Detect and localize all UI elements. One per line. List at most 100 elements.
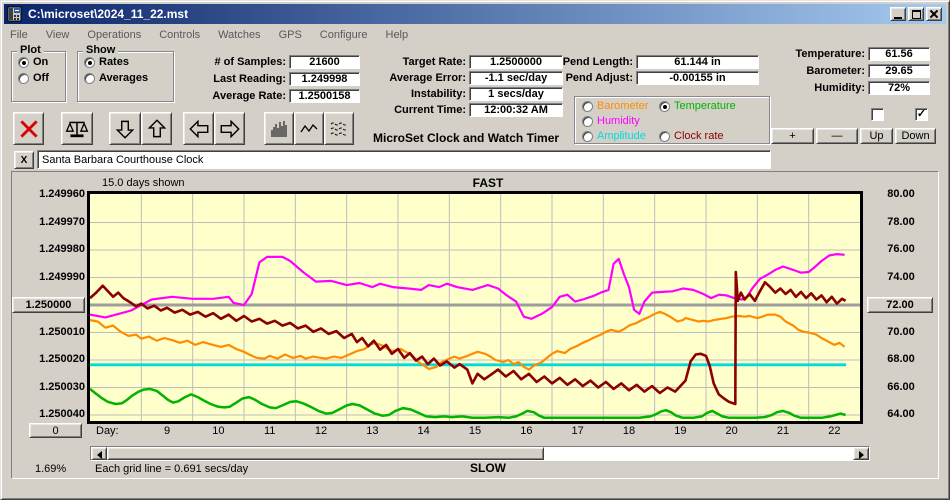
down-button[interactable]: Down [895, 128, 936, 144]
menu-gps[interactable]: GPS [278, 28, 302, 41]
scrollbar-thumb[interactable] [107, 447, 544, 460]
menu-operations[interactable]: Operations [87, 28, 142, 41]
left-axis-label: 1.249990 [39, 270, 85, 283]
plus-button[interactable]: + [771, 128, 814, 144]
menu-watches[interactable]: Watches [218, 28, 261, 41]
arrow-left-icon [188, 119, 208, 138]
chart-plot[interactable] [87, 191, 863, 424]
scrollbar-left-arrow[interactable] [91, 447, 107, 460]
radio-averages[interactable]: Averages [84, 72, 173, 84]
scroll-up-button[interactable] [141, 112, 172, 145]
plot-group-title: Plot [17, 44, 44, 56]
current-time-value: 12:00:32 AM [469, 103, 563, 117]
up-button[interactable]: Up [860, 128, 893, 144]
last-reading-value: 1.249998 [289, 72, 360, 86]
show-group: Show Rates Averages [77, 44, 174, 102]
day-tick-16: 16 [520, 425, 533, 437]
rate-line-icon [300, 123, 318, 132]
target-rate-label: Target Rate: [402, 56, 466, 68]
zero-button[interactable]: 0 [29, 423, 82, 438]
samples-field: # of Samples: 21600 [176, 55, 360, 69]
scroll-down-button[interactable] [109, 112, 141, 145]
chart-scrollbar[interactable] [90, 446, 870, 461]
minus-button[interactable]: — [816, 128, 858, 144]
series-temperature [90, 387, 846, 420]
rate-view-button[interactable] [294, 112, 324, 145]
radio-label-averages: Averages [99, 72, 149, 84]
maximize-button[interactable] [908, 7, 924, 21]
right-axis-label: 64.00 [887, 408, 915, 420]
right-axis-label: 66.00 [887, 380, 915, 393]
legend-label-temperature: Temperature [674, 100, 736, 112]
legend-radio-temperature[interactable]: Temperature [659, 100, 736, 112]
menu-help[interactable]: Help [385, 28, 409, 41]
averages-view-button[interactable] [324, 112, 354, 145]
histogram-view-button[interactable] [264, 112, 294, 145]
day-tick-14: 14 [417, 425, 430, 437]
temperature-value: 61.56 [868, 47, 930, 61]
legend-radio-amplitude[interactable]: Amplitude [582, 130, 646, 142]
left-axis-label: 1.249970 [39, 215, 85, 228]
right-axis-reference-button[interactable]: 72.00 [867, 297, 933, 313]
radio-dot-off [18, 72, 29, 84]
left-axis-label: 1.250010 [39, 325, 85, 338]
right-axis-label: 80.00 [887, 188, 915, 200]
legend-radio-humidity[interactable]: Humidity [582, 115, 640, 127]
menu-view[interactable]: View [45, 28, 70, 41]
samples-label: # of Samples: [214, 56, 286, 68]
pend-length-label: Pend Length: [562, 56, 633, 68]
plot-group: Plot On Off [11, 44, 66, 102]
close-icon [930, 10, 938, 18]
balance-button[interactable] [61, 112, 93, 145]
scroll-left-button[interactable] [183, 112, 214, 145]
radio-on[interactable]: On [18, 56, 65, 68]
scroll-right-button[interactable] [214, 112, 245, 145]
histogram-icon [271, 120, 287, 137]
pend-length-field: Pend Length: 61.144 in [541, 55, 759, 69]
series-barometer [90, 310, 846, 371]
right-triangle-icon [858, 450, 864, 459]
legend-radio-clock-rate[interactable]: Clock rate [659, 130, 724, 142]
humidity-value: 72% [868, 81, 930, 95]
instability-value: 1 secs/day [469, 87, 563, 101]
arrow-up-icon [147, 118, 166, 137]
checkbox-right[interactable]: ✓ [915, 108, 928, 121]
minimize-icon [894, 17, 902, 19]
target-rate-value: 1.2500000 [469, 55, 563, 69]
pend-adjust-label: Pend Adjust: [565, 72, 633, 84]
right-axis-label: 76.00 [887, 243, 915, 255]
radio-dot-on [18, 56, 29, 68]
comment-input[interactable] [37, 150, 771, 169]
titlebar[interactable]: C:\microset\2024_11_22.mst [4, 4, 946, 24]
average-error-label: Average Error: [389, 72, 466, 84]
legend-radio-dot-amplitude [582, 130, 593, 142]
menu-configure[interactable]: Configure [319, 28, 368, 41]
checkbox-left[interactable] [871, 108, 884, 121]
menu-controls[interactable]: Controls [159, 28, 201, 41]
radio-off[interactable]: Off [18, 72, 65, 84]
minimize-button[interactable] [890, 7, 906, 21]
current-time-field: Current Time: 12:00:32 AM [353, 103, 563, 117]
left-axis-reference-button[interactable]: 1.250000 [12, 297, 85, 313]
average-rate-label: Average Rate: [212, 90, 286, 102]
chart-panel: 15.0 days shown FAST Day: 0 1.69% Each g… [11, 171, 939, 479]
legend-radio-barometer[interactable]: Barometer [582, 100, 648, 112]
averages-waves-icon [330, 122, 348, 135]
close-button[interactable] [926, 7, 942, 21]
humidity-label: Humidity: [814, 82, 865, 94]
temperature-field: Temperature: 61.56 [771, 47, 930, 61]
radio-label-rates: Rates [99, 56, 129, 68]
window-title: C:\microset\2024_11_22.mst [28, 7, 189, 21]
menu-file[interactable]: File [10, 28, 28, 41]
clear-plot-button[interactable] [13, 112, 44, 145]
left-axis-label: 1.250030 [39, 380, 85, 393]
app-icon [7, 6, 23, 22]
comment-clear-button[interactable]: X [14, 151, 34, 169]
scrollbar-right-arrow[interactable] [853, 447, 869, 460]
day-tick-17: 17 [571, 425, 584, 437]
window-controls [890, 7, 942, 21]
radio-rates[interactable]: Rates [84, 56, 173, 68]
arrow-right-icon [220, 119, 240, 138]
plot-channel-legend: Barometer Humidity Amplitude Temperature Clo… [574, 96, 770, 144]
